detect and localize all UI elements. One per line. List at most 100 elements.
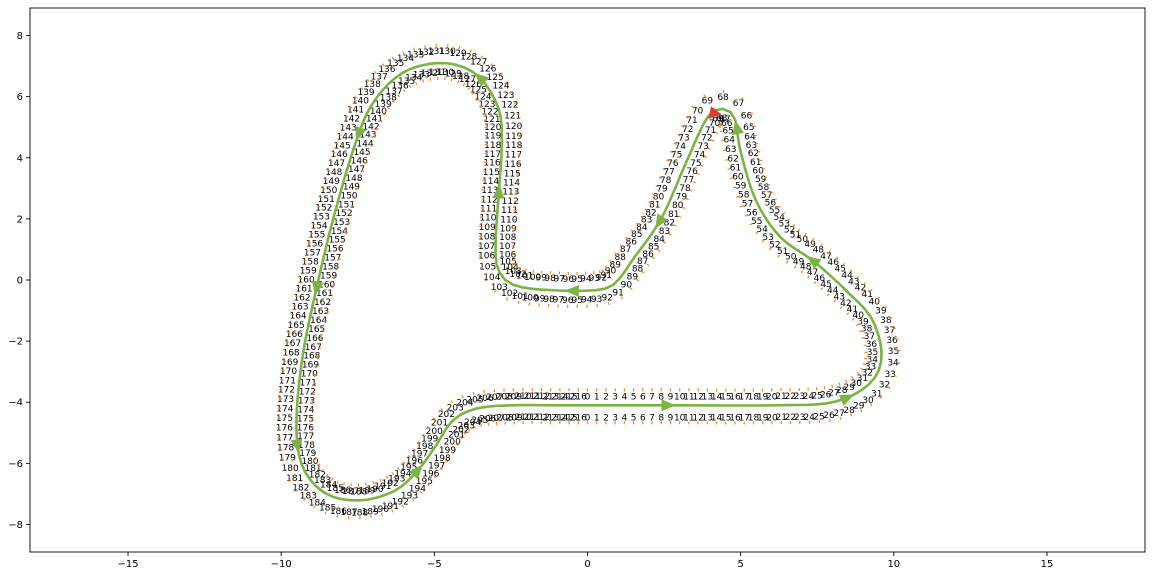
x-tick-label: −15 [117, 559, 138, 570]
boundary-tick [324, 511, 327, 515]
index-label-inner: 191 [374, 482, 391, 492]
index-label-outer: 55 [769, 206, 780, 216]
index-label-outer: 196 [422, 470, 439, 480]
boundary-tick [846, 312, 850, 316]
index-label-outer: 210 [515, 413, 532, 423]
index-label-inner: 198 [416, 442, 433, 452]
boundary-tick [662, 168, 666, 171]
index-label-inner: 167 [305, 343, 322, 353]
index-label-outer: 152 [315, 204, 332, 214]
boundary-tick [331, 284, 335, 287]
index-label-inner: 62 [727, 154, 738, 164]
index-label-inner: 90 [621, 280, 633, 290]
boundary-tick [283, 468, 287, 471]
index-label-outer: 53 [779, 219, 790, 229]
index-label-inner: 158 [322, 262, 339, 272]
index-label-outer: 128 [460, 52, 477, 62]
index-label-inner: 51 [777, 247, 788, 257]
index-label-outer: 197 [428, 462, 445, 472]
boundary-tick [335, 142, 339, 145]
index-label-inner: 150 [340, 192, 357, 202]
index-label-inner: 64 [723, 135, 735, 145]
boundary-tick [402, 51, 405, 55]
boundary-tick [285, 341, 289, 344]
boundary-tick [417, 441, 421, 444]
boundary-tick [415, 81, 418, 85]
index-label-inner: 78 [679, 184, 691, 194]
boundary-tick [635, 222, 639, 226]
boundary-tick [893, 374, 897, 377]
index-label-inner: 66 [721, 119, 733, 129]
index-label-outer: 85 [631, 230, 642, 240]
boundary-tick [876, 296, 881, 300]
index-label-outer: 194 [409, 484, 426, 494]
index-label-outer: 150 [320, 186, 337, 196]
boundary-tick [839, 305, 843, 309]
boundary-tick [768, 247, 772, 251]
index-label-inner: 2 [603, 392, 609, 402]
boundary-tick [402, 461, 406, 465]
index-label-outer: 104 [502, 263, 519, 273]
index-label-outer: 138 [364, 80, 381, 90]
index-label-inner: 121 [483, 115, 500, 125]
boundary-tick [725, 158, 729, 161]
inner-index-labels: 0 1 2 3 4 5 6 7 8 9 101112131415161718192021222324… [297, 68, 878, 497]
index-label-outer: 64 [744, 132, 756, 142]
boundary-tick [826, 293, 830, 297]
boundary-tick [457, 80, 460, 84]
boundary-tick [519, 267, 522, 271]
boundary-tick [811, 237, 815, 242]
index-label-outer: 163 [291, 303, 308, 313]
boundary-tick [305, 250, 309, 253]
index-label-outer: 183 [300, 491, 317, 501]
boundary-tick [761, 239, 765, 243]
index-label-inner: 101 [512, 292, 529, 302]
boundary-tick [461, 395, 464, 399]
index-label-outer: 89 [610, 260, 622, 270]
index-label-inner: 144 [356, 139, 373, 149]
index-label-outer: 14 [711, 413, 723, 423]
boundary-tick [849, 269, 853, 273]
boundary-tick [408, 84, 412, 89]
index-label-outer: 37 [884, 326, 895, 336]
index-label-outer: 156 [306, 240, 323, 250]
boundary-tick [479, 266, 483, 269]
boundary-tick [339, 249, 343, 252]
index-label-inner: 153 [333, 218, 350, 228]
index-label-outer: 162 [293, 294, 310, 304]
index-label-inner: 177 [297, 432, 314, 442]
boundary-tick [341, 124, 345, 127]
index-label-inner: 28 [836, 386, 848, 396]
boundary-tick [711, 139, 715, 142]
start-marker [708, 106, 722, 119]
boundary-tick [479, 105, 483, 108]
index-label-inner: 13 [702, 392, 713, 402]
index-label-outer: 157 [304, 249, 321, 259]
boundary-tick [301, 268, 305, 271]
boundary-tick [379, 478, 382, 482]
index-label-outer: 71 [686, 116, 697, 126]
index-label-outer: 83 [641, 216, 652, 226]
index-label-inner: 109 [479, 223, 496, 233]
index-label-outer: 146 [331, 150, 348, 160]
boundary-tick [295, 489, 299, 493]
index-label-inner: 162 [314, 298, 331, 308]
index-label-inner: 126 [465, 80, 482, 90]
index-label-outer: 123 [497, 91, 514, 101]
index-label-outer: 105 [500, 258, 517, 268]
boundary-tick [422, 79, 425, 83]
index-label-outer: 86 [626, 237, 638, 247]
boundary-tick [677, 215, 682, 218]
index-label-outer: 126 [479, 65, 496, 75]
direction-arrows [290, 73, 854, 480]
boundary-tick [700, 164, 704, 167]
index-label-outer: 58 [758, 183, 770, 193]
index-label-inner: 127 [459, 75, 476, 85]
boundary-tick [490, 63, 494, 67]
index-label-outer: 179 [279, 454, 296, 464]
index-label-outer: 169 [281, 358, 298, 368]
index-label-outer: 167 [284, 339, 301, 349]
index-label-outer: 133 [407, 51, 424, 61]
index-label-inner: 159 [320, 271, 337, 281]
boundary-tick [513, 262, 517, 266]
